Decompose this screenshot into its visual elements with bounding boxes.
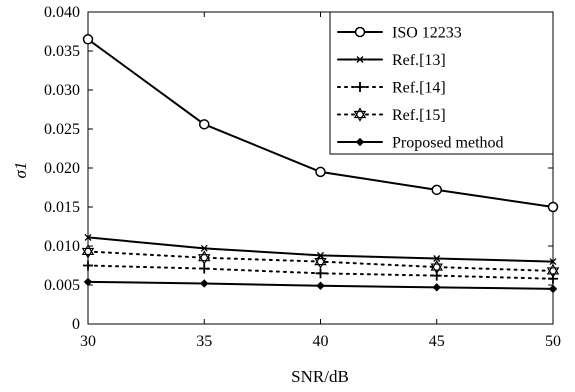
data-point <box>81 244 95 259</box>
data-point <box>548 273 558 284</box>
legend-label: Ref.[13] <box>392 52 446 69</box>
x-axis-label: SNR/dB <box>291 367 349 386</box>
legend-entry: Ref.[13] <box>337 52 446 69</box>
data-point <box>354 26 366 38</box>
legend-label: ISO 12233 <box>392 25 462 42</box>
series <box>83 260 558 284</box>
y-tick-label: 0.040 <box>44 4 80 21</box>
x-tick-label: 50 <box>545 333 561 350</box>
diamond-marker <box>200 279 209 288</box>
data-point <box>430 259 443 275</box>
diamond-marker <box>355 137 365 147</box>
data-point <box>314 254 327 269</box>
hexagram-marker <box>314 258 327 269</box>
x-tick-label: 35 <box>196 333 212 350</box>
data-point <box>199 119 210 130</box>
data-point <box>549 258 557 266</box>
diamond-marker <box>316 281 325 290</box>
hexagram-marker <box>430 263 443 275</box>
data-point <box>431 184 442 196</box>
hexagram-marker <box>198 254 211 265</box>
data-point <box>547 201 559 213</box>
x-marker <box>200 244 208 252</box>
hexagram-marker <box>353 110 367 122</box>
legend-entry: ISO 12233 <box>337 25 462 42</box>
data-point <box>355 137 365 147</box>
x-marker <box>433 255 441 262</box>
data-point <box>82 34 94 45</box>
y-tick-label: 0.030 <box>44 82 80 99</box>
plus-marker <box>355 82 365 92</box>
y-tick-label: 0.015 <box>44 199 80 216</box>
x-marker <box>84 233 92 241</box>
circle-marker <box>354 26 366 38</box>
legend-box <box>329 11 554 155</box>
circle-marker <box>199 119 210 130</box>
legend-label: Ref.[15] <box>392 107 446 124</box>
data-point <box>316 281 325 290</box>
data-point <box>548 284 558 294</box>
legend-label: Ref.[14] <box>392 80 446 97</box>
data-point <box>315 268 326 279</box>
diamond-marker <box>548 284 558 294</box>
series-layer <box>81 34 560 294</box>
legend-label: Proposed method <box>392 135 504 152</box>
data-point <box>83 260 93 271</box>
plus-marker <box>83 260 93 271</box>
series <box>81 244 560 279</box>
x-marker <box>549 258 557 266</box>
data-point <box>83 277 93 287</box>
data-point <box>355 82 365 92</box>
plus-marker <box>199 263 210 274</box>
data-point <box>546 263 560 279</box>
hexagram-marker <box>81 247 95 259</box>
data-point <box>84 233 92 241</box>
x-tick-label: 45 <box>429 333 445 350</box>
data-point <box>356 56 364 63</box>
circle-marker <box>82 34 94 45</box>
y-tick-label: 0 <box>72 316 80 333</box>
y-tick-label: 0.025 <box>44 121 80 138</box>
y-tick-label: 0.010 <box>44 238 80 255</box>
diamond-marker <box>83 277 93 287</box>
plus-marker <box>548 273 558 284</box>
x-tick-label: 40 <box>313 333 329 350</box>
plus-marker <box>315 268 326 279</box>
y-tick-label: 0.020 <box>44 160 80 177</box>
y-axis-label: σ1 <box>11 162 30 179</box>
series <box>83 277 558 294</box>
circle-marker <box>547 201 559 213</box>
y-tick-label: 0.035 <box>44 43 80 60</box>
data-point <box>315 166 326 178</box>
data-point <box>198 250 211 265</box>
x-tick-label: 30 <box>80 333 96 350</box>
data-point <box>200 244 208 252</box>
data-point <box>432 283 441 292</box>
circle-marker <box>315 166 326 178</box>
circle-marker <box>431 184 442 196</box>
x-axis: 30 35 40 45 50 <box>80 12 561 350</box>
diamond-marker <box>432 283 441 292</box>
x-marker <box>356 56 364 63</box>
legend-entry: Proposed method <box>337 135 504 152</box>
legend-entry: Ref.[15] <box>337 107 446 124</box>
data-point <box>199 263 210 274</box>
hexagram-marker <box>546 267 560 279</box>
data-point <box>433 255 441 262</box>
data-point <box>200 279 209 288</box>
legend: ISO 12233 Ref.[13] Ref.[14] Ref.[15] Propose… <box>329 11 554 155</box>
y-tick-label: 0.005 <box>44 277 80 294</box>
data-point <box>353 107 367 122</box>
legend-entry: Ref.[14] <box>337 80 446 97</box>
series <box>82 34 559 213</box>
